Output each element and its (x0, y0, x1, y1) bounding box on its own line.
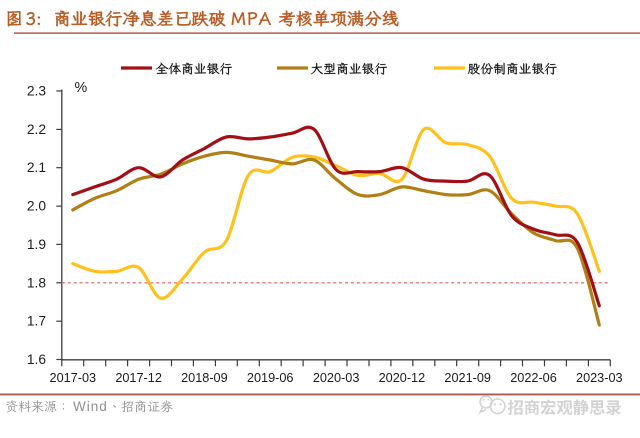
svg-text:2019-06: 2019-06 (247, 371, 294, 385)
svg-text:1.8: 1.8 (27, 275, 47, 290)
svg-text:1.7: 1.7 (27, 314, 46, 329)
svg-text:2017-03: 2017-03 (50, 371, 97, 385)
svg-text:2021-09: 2021-09 (444, 371, 491, 385)
svg-text:2.0: 2.0 (27, 199, 47, 214)
svg-text:2.3: 2.3 (27, 84, 47, 99)
svg-text:2018-09: 2018-09 (181, 371, 228, 385)
svg-text:%: % (75, 80, 88, 96)
svg-text:2.1: 2.1 (27, 160, 46, 175)
svg-text:1.6: 1.6 (27, 352, 47, 367)
svg-text:1.9: 1.9 (27, 237, 47, 252)
svg-text:2020-12: 2020-12 (379, 371, 426, 385)
svg-text:2022-06: 2022-06 (510, 371, 557, 385)
svg-text:2023-03: 2023-03 (576, 371, 623, 385)
svg-text:Wind: Wind (73, 399, 108, 414)
svg-text:2020-03: 2020-03 (313, 371, 360, 385)
svg-text:2017-12: 2017-12 (115, 371, 162, 385)
svg-text:2.2: 2.2 (27, 122, 46, 137)
